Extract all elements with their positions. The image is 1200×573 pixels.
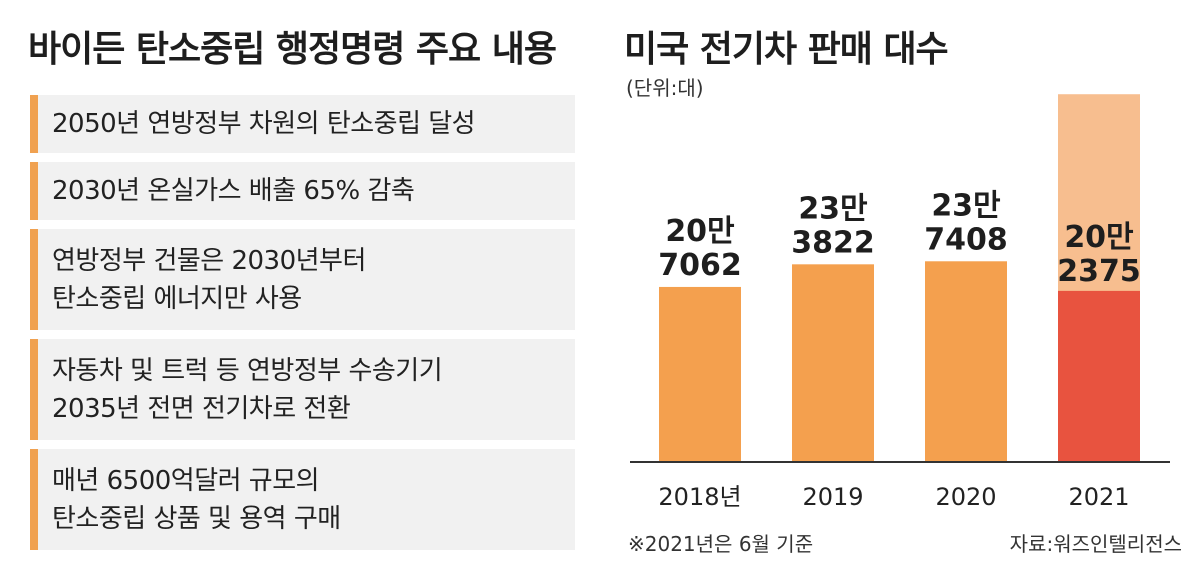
policy-panel: 바이든 탄소중립 행정명령 주요 내용 2050년 연방정부 차원의 탄소중립 … — [0, 0, 580, 573]
ev-sales-panel: 미국 전기차 판매 대수 (단위:대) 20만 7062 2018년 23만 3822 2… — [600, 0, 1200, 573]
policy-item-text: 2030년 온실가스 배출 65% 감축 — [52, 176, 415, 206]
bar — [925, 261, 1007, 462]
tick-label: 2019 — [802, 483, 863, 511]
policy-item-text: 매년 6500억달러 규모의 — [52, 465, 320, 496]
data-label: 20만 — [1064, 220, 1134, 255]
data-label: 23만 — [931, 188, 1001, 223]
data-label: 2375 — [1057, 254, 1141, 289]
bar-chart: 20만70622018년23만3822201923만7408202020만237… — [630, 94, 1170, 511]
data-label: 20만 — [665, 214, 735, 249]
policy-item: 매년 6500억달러 규모의 탄소중립 상품 및 용역 구매 — [30, 449, 575, 550]
chart-footnote: ※2021년은 6월 기준 — [628, 532, 814, 556]
chart-source: 자료:워즈인텔리전스 — [1009, 532, 1182, 556]
policy-item: 자동차 및 트럭 등 연방정부 수송기기 2035년 전면 전기차로 전환 — [30, 339, 575, 440]
bar — [659, 286, 741, 462]
chart-unit: (단위:대) — [626, 76, 704, 100]
policy-item: 2030년 온실가스 배출 65% 감축 — [30, 162, 575, 220]
data-label: 7062 — [658, 248, 742, 283]
policy-item-text: 자동차 및 트럭 등 연방정부 수송기기 — [52, 355, 443, 386]
bar — [792, 264, 874, 462]
policy-item-text: 2050년 연방정부 차원의 탄소중립 달성 — [52, 109, 476, 139]
tick-label: 2021 — [1068, 483, 1129, 511]
data-label: 23만 — [798, 191, 868, 226]
tick-label: 2018년 — [658, 483, 741, 511]
policy-item: 연방정부 건물은 2030년부터 탄소중립 에너지만 사용 — [30, 229, 575, 330]
chart-title: 미국 전기차 판매 대수 — [624, 29, 949, 70]
policy-item-text: 탄소중립 에너지만 사용 — [52, 283, 302, 314]
policy-item: 2050년 연방정부 차원의 탄소중립 달성 — [30, 95, 575, 153]
data-label: 3822 — [791, 225, 875, 260]
policy-item-text: 연방정부 건물은 2030년부터 — [52, 245, 366, 276]
policy-item-text: 2035년 전면 전기차로 전환 — [52, 393, 351, 424]
policy-panel-title: 바이든 탄소중립 행정명령 주요 내용 — [28, 29, 557, 70]
tick-label: 2020 — [935, 483, 996, 511]
bar — [1058, 290, 1140, 462]
policy-item-text: 탄소중립 상품 및 용역 구매 — [52, 503, 341, 534]
data-label: 7408 — [924, 222, 1008, 257]
